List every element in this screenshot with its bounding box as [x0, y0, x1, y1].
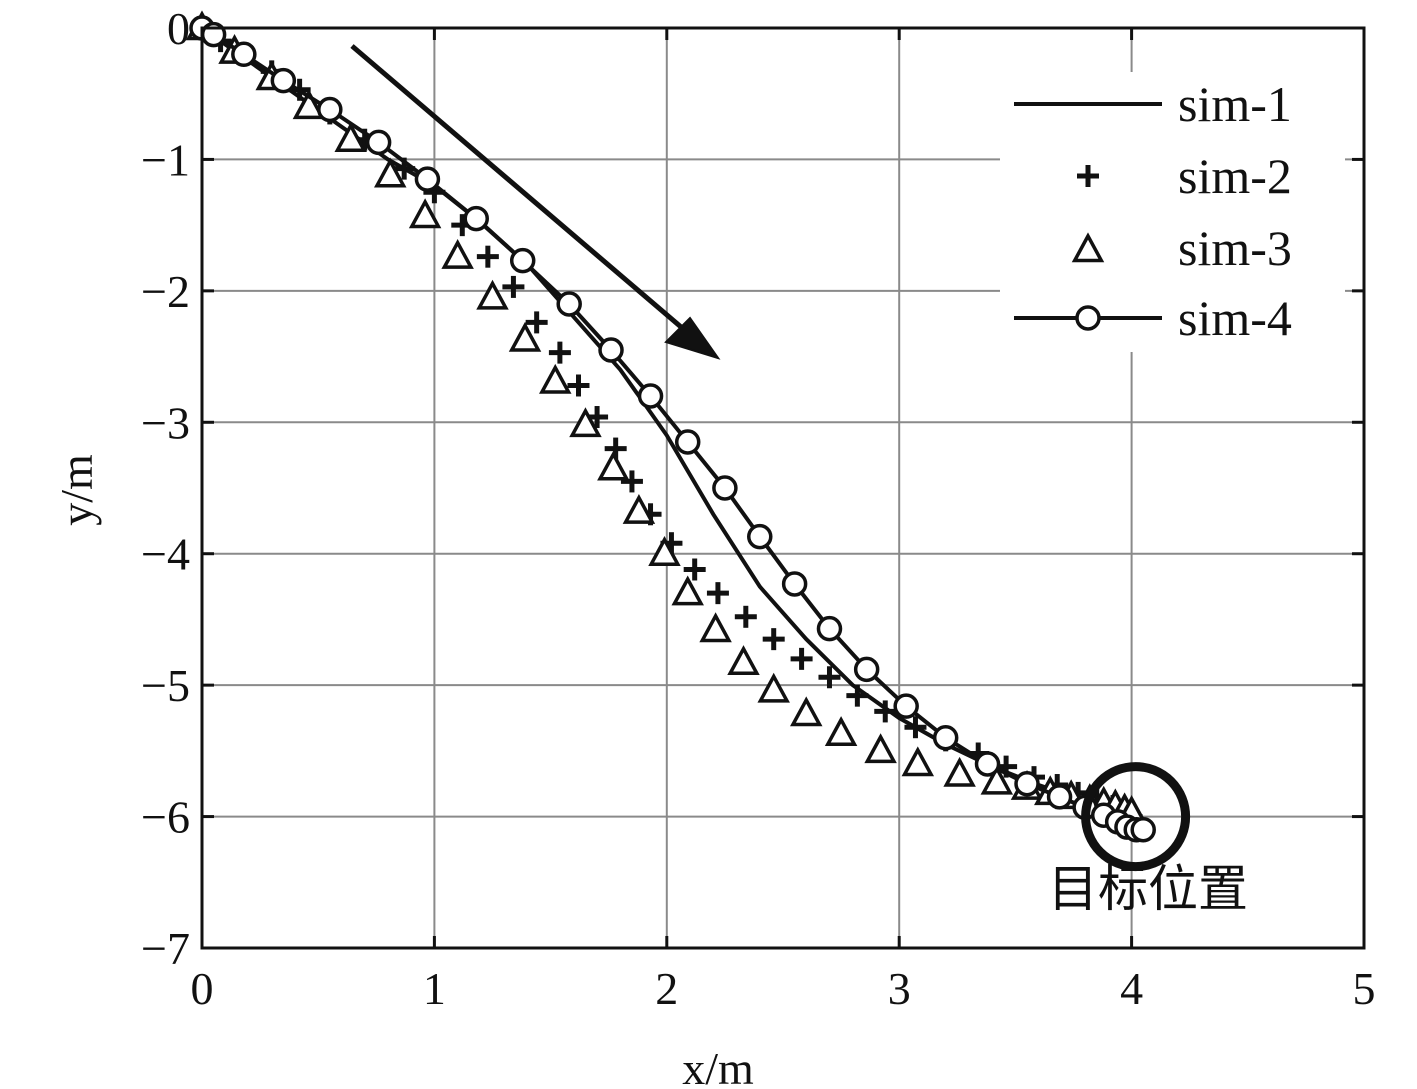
sim-2-point: [525, 311, 548, 334]
y-tick-label: −3: [141, 397, 190, 448]
sim-4-point: [637, 383, 664, 409]
sim-4-point: [932, 724, 959, 751]
legend-label: sim-1: [1178, 76, 1292, 132]
sim-3-point: [824, 716, 858, 747]
y-axis-label: y/m: [51, 454, 102, 526]
legend-item-sim-3: sim-3: [1071, 220, 1292, 276]
sim-3-point: [374, 157, 407, 188]
sim-4-point: [816, 615, 843, 642]
sim-3-point: [597, 450, 630, 481]
sim-3-point: [980, 764, 1014, 795]
sim-2-point: [567, 374, 590, 397]
sim-2-point: [620, 470, 643, 493]
legend: sim-1 sim-2 sim-3 sim-4: [1000, 72, 1345, 352]
legend-label: sim-2: [1178, 148, 1292, 204]
plot-frame: [200, 26, 1366, 950]
sim-3-point: [699, 612, 732, 643]
target-ring: [1081, 762, 1191, 872]
y-tick-label: −6: [141, 792, 190, 843]
direction-arrowhead: [664, 316, 721, 360]
sim-3-point: [757, 672, 790, 703]
y-tick-label: −4: [141, 529, 190, 580]
tick-labels: 0 1 2 3 4 5 0 −1 −2 −3 −4 −5 −6 −7: [141, 3, 1375, 1014]
sim-3-point: [408, 198, 442, 229]
sim-4-point: [231, 41, 257, 68]
sim-4-point: [1046, 784, 1073, 810]
sim-4-point: [556, 291, 582, 317]
x-tick-label: 2: [655, 963, 678, 1014]
sim-3-point: [671, 575, 704, 606]
y-tick-label: −1: [141, 134, 190, 185]
sim-3-point: [508, 321, 542, 352]
sim-4-point: [893, 693, 919, 719]
sim-4-point: [509, 247, 536, 274]
sim-2-point: [818, 666, 841, 689]
sim-4-point: [853, 656, 880, 683]
sim-2-point: [683, 558, 706, 581]
sim-4-point: [598, 337, 624, 363]
y-tick-label: −7: [141, 923, 190, 974]
sim-3-point: [648, 536, 681, 566]
x-tick-label: 4: [1120, 963, 1143, 1014]
sim-3-point: [789, 696, 823, 727]
x-axis-label: x/m: [682, 1043, 754, 1089]
sim-2-point: [790, 647, 813, 670]
legend-marker: [1075, 305, 1101, 331]
sim-3-point: [334, 122, 367, 152]
sim-4-point: [414, 166, 441, 192]
y-tick-label: 0: [167, 3, 190, 54]
y-tick-label: −5: [141, 660, 190, 711]
sim-2-point: [762, 628, 785, 651]
annotation: 目标位置: [350, 44, 1248, 918]
sim-3-point: [476, 279, 509, 310]
legend-marker: [1071, 232, 1105, 263]
sim-3-point: [441, 239, 474, 269]
sim-3-point: [864, 733, 897, 764]
sim-4-point: [747, 523, 773, 550]
sim-2-point: [874, 700, 897, 723]
sim-2-point: [904, 716, 927, 739]
sim-4-point: [463, 205, 489, 232]
sim-3-point: [901, 746, 935, 777]
legend-marker: [1077, 165, 1099, 187]
x-tick-label: 0: [191, 963, 214, 1014]
sim-4-point: [1130, 816, 1156, 843]
sim-4-point: [712, 475, 738, 501]
sim-3-point: [539, 363, 572, 394]
series-sim-4: [189, 15, 1156, 843]
sim-4-point: [270, 67, 297, 94]
x-tick-label: 3: [888, 963, 911, 1014]
sim-2-point: [706, 582, 729, 605]
sim-3-point: [569, 407, 602, 438]
y-tick-label: −2: [141, 266, 190, 317]
sim-3-point: [292, 89, 326, 120]
sim-4-point: [365, 129, 392, 156]
sim-2-point: [502, 275, 525, 298]
legend-label: sim-4: [1178, 290, 1292, 346]
legend-item-sim-4: sim-4: [1014, 290, 1292, 346]
plot-series: [185, 10, 1156, 843]
legend-item-sim-2: sim-2: [1077, 148, 1292, 204]
legend-item-sim-1: sim-1: [1014, 76, 1292, 132]
sim-4-point: [317, 96, 343, 123]
x-tick-label: 5: [1353, 963, 1376, 1014]
sim-2-point: [734, 605, 757, 628]
grid: [202, 28, 1364, 948]
sim-4-point: [974, 751, 1001, 777]
legend-background: [1000, 72, 1345, 352]
sim-2-point: [476, 245, 499, 268]
sim-4-point: [1014, 770, 1040, 797]
sim-3-point: [943, 756, 976, 787]
sim-4-point: [674, 429, 701, 455]
target-label: 目标位置: [1048, 860, 1248, 918]
direction-arrow: [350, 44, 710, 352]
sim-3-point: [622, 493, 656, 524]
sim-2-point: [548, 341, 571, 364]
sim-4-point: [781, 571, 808, 597]
sim-2-point: [846, 684, 869, 707]
legend-label: sim-3: [1178, 220, 1292, 276]
x-tick-label: 1: [423, 963, 446, 1014]
sim-3-point: [727, 645, 760, 676]
